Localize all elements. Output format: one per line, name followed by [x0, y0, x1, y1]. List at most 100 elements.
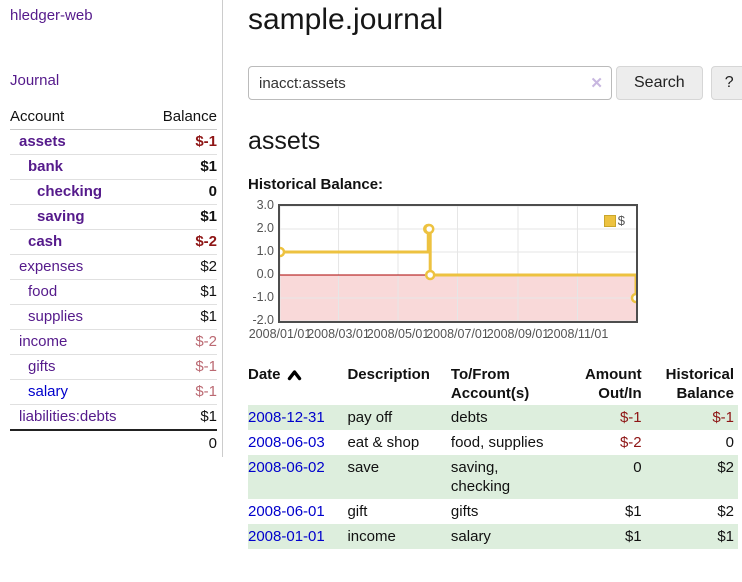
- sidebar-account-link[interactable]: bank: [28, 158, 64, 175]
- amount-header-line1: Amount: [584, 366, 642, 383]
- chart-title: Historical Balance:: [248, 176, 384, 193]
- balance-header-line1: Historical: [665, 366, 734, 383]
- account-balance: $1: [200, 283, 217, 300]
- accounts-total-spacer: [10, 430, 147, 457]
- account-balance: $-1: [195, 133, 217, 150]
- account-row: food $1: [10, 280, 217, 305]
- transaction-amount: $-2: [619, 434, 642, 451]
- sidebar-account-link[interactable]: income: [19, 333, 68, 350]
- account-row: expenses $2: [10, 255, 217, 280]
- accounts-header-line1: To/From: [450, 366, 510, 383]
- y-tick-label: -2.0: [252, 313, 274, 327]
- transaction-accounts: saving, checking: [450, 459, 511, 495]
- sidebar-account-link[interactable]: food: [28, 283, 58, 300]
- transaction-accounts: debts: [450, 409, 488, 426]
- transaction-date-link[interactable]: 2008-06-03: [248, 434, 325, 451]
- sidebar-account-link[interactable]: gifts: [28, 358, 56, 375]
- account-balance: $-2: [195, 333, 217, 350]
- account-row: assets $-1: [10, 130, 217, 155]
- transaction-balance: $2: [717, 503, 734, 520]
- transaction-date-link[interactable]: 2008-06-02: [248, 459, 325, 476]
- sidebar: hledger-web Journal Account Balance asse…: [0, 0, 223, 457]
- x-tick-label: 2008/05/01: [366, 327, 430, 341]
- date-header-label: Date: [248, 366, 281, 383]
- main-content: sample.journal ✕ Search ? assets Histori…: [248, 0, 742, 549]
- sidebar-account-link[interactable]: supplies: [28, 308, 84, 325]
- transaction-balance: $1: [717, 528, 734, 545]
- transaction-row: 2008-06-01 gift gifts $1 $2: [248, 499, 738, 524]
- account-row: liabilities:debts $1: [10, 405, 217, 430]
- y-tick-label: 0.0: [256, 267, 274, 281]
- sidebar-account-link[interactable]: liabilities:debts: [19, 408, 117, 425]
- account-balance: $-1: [195, 383, 217, 400]
- legend-swatch-icon: [603, 214, 616, 227]
- balance-header-line2: Balance: [676, 385, 734, 402]
- sidebar-account-link[interactable]: saving: [37, 208, 85, 225]
- sort-ascending-icon: [287, 369, 301, 380]
- sidebar-account-link[interactable]: salary: [28, 383, 69, 400]
- sidebar-account-link[interactable]: cash: [28, 233, 63, 250]
- search-help-button[interactable]: ?: [710, 66, 742, 100]
- y-tick-label: -1.0: [252, 290, 274, 304]
- accounts-header-balance: Balance: [162, 108, 217, 125]
- transaction-description: income: [347, 528, 396, 545]
- x-tick-label: 2008/09/01: [486, 327, 550, 341]
- account-balance: $1: [200, 408, 217, 425]
- account-row: cash $-2: [10, 230, 217, 255]
- amount-header-line2: Out/In: [598, 385, 642, 402]
- account-row: income $-2: [10, 330, 217, 355]
- transaction-amount: $-1: [619, 409, 642, 426]
- balance-line-chart: [280, 206, 636, 321]
- y-tick-label: 3.0: [256, 198, 274, 212]
- account-heading: assets: [248, 127, 321, 155]
- transaction-description: save: [347, 459, 380, 476]
- app-title-link[interactable]: hledger-web: [10, 7, 93, 24]
- search-input[interactable]: [248, 66, 612, 100]
- transaction-amount: $1: [624, 503, 642, 520]
- transaction-row: 2008-12-31 pay off debts $-1 $-1: [248, 405, 738, 430]
- account-row: saving $1: [10, 205, 217, 230]
- transaction-description: gift: [347, 503, 368, 520]
- register-header-balance: Historical Balance: [646, 363, 738, 405]
- register-header-date[interactable]: Date: [248, 363, 343, 405]
- transaction-balance: 0: [725, 434, 734, 451]
- account-row: salary $-1: [10, 380, 217, 405]
- x-tick-label: 2008/01/01: [248, 327, 312, 341]
- accounts-total-value: 0: [208, 435, 217, 452]
- legend-label: $: [617, 213, 625, 228]
- sidebar-item-journal[interactable]: Journal: [10, 72, 60, 89]
- search-box: ✕: [248, 66, 612, 100]
- transaction-description: eat & shop: [347, 434, 420, 451]
- account-balance: $1: [200, 208, 217, 225]
- transaction-balance: $2: [717, 459, 734, 476]
- y-tick-label: 1.0: [256, 244, 274, 258]
- account-row: bank $1: [10, 155, 217, 180]
- account-balance: $-1: [195, 358, 217, 375]
- clear-search-icon[interactable]: ✕: [590, 75, 603, 92]
- sidebar-account-link[interactable]: checking: [37, 183, 103, 200]
- page-title: sample.journal: [248, 3, 444, 36]
- transaction-row: 2008-01-01 income salary $1 $1: [248, 524, 738, 549]
- sidebar-account-link[interactable]: assets: [19, 133, 66, 150]
- x-tick-label: 2008/07/01: [426, 327, 489, 341]
- accounts-header-account: Account: [10, 108, 65, 125]
- accounts-header-line2: Account(s): [450, 385, 530, 402]
- sidebar-nav: Journal: [10, 72, 216, 90]
- chart-x-axis-labels: 2008/01/01 2008/03/01 2008/05/01 2008/07/01…: [248, 327, 740, 343]
- transaction-amount: 0: [633, 459, 642, 476]
- accounts-table: Account Balance assets $-1 bank $1 checking 0…: [10, 105, 217, 457]
- chart-plot-area[interactable]: $: [278, 204, 638, 323]
- historical-balance-chart: 3.0 2.0 1.0 0.0 -1.0 -2.0 $ 2008/01/01 2008/03…: [248, 198, 740, 346]
- transaction-date-link[interactable]: 2008-01-01: [248, 528, 325, 545]
- search-button[interactable]: Search: [616, 66, 703, 100]
- account-balance: $1: [200, 308, 217, 325]
- register-table: Date Description To/From Account(s) Amou…: [248, 363, 738, 549]
- transaction-row: 2008-06-03 eat & shop food, supplies $-2 0: [248, 430, 738, 455]
- account-row: checking 0: [10, 180, 217, 205]
- transaction-date-link[interactable]: 2008-12-31: [248, 409, 325, 426]
- sidebar-account-link[interactable]: expenses: [19, 258, 84, 275]
- transaction-accounts: gifts: [450, 503, 479, 520]
- accounts-total-row: 0: [10, 430, 217, 457]
- transaction-date-link[interactable]: 2008-06-01: [248, 503, 325, 520]
